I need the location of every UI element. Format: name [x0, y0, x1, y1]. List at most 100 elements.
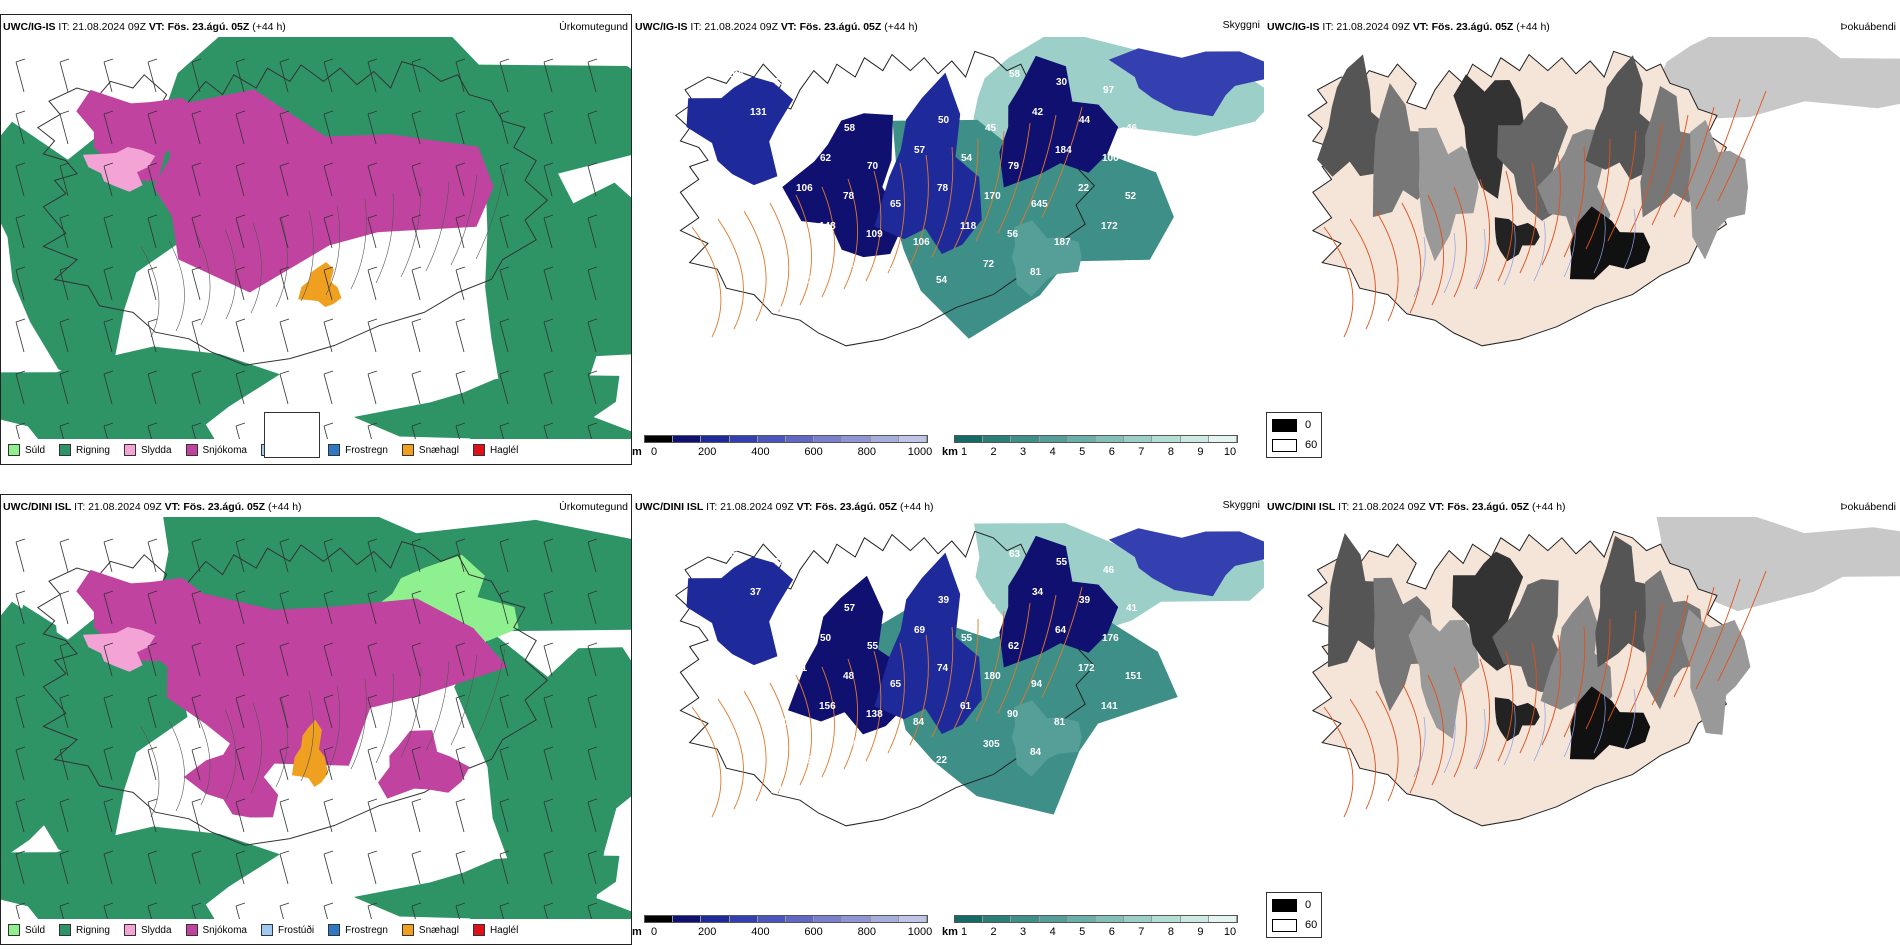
- colorbar-cell: [701, 916, 730, 922]
- cloud-label: 78: [843, 191, 855, 202]
- cloud-label: 45: [985, 123, 997, 134]
- colorbar-cell: [1152, 916, 1181, 922]
- param-title: Úrkomutegund: [428, 18, 628, 36]
- cloud-label: 90: [772, 237, 784, 248]
- cloud-label: 176: [1102, 633, 1119, 644]
- cloud-label: 141: [1101, 701, 1118, 712]
- colorbar-cell: [814, 916, 843, 922]
- cloud-label: 160: [795, 275, 812, 286]
- param-title: Þokuábendi: [1696, 18, 1896, 36]
- colorbar-tick: 4: [1049, 926, 1056, 938]
- colorbar-unit: km: [942, 446, 958, 458]
- colorbar-cell: [786, 436, 815, 442]
- legend-item: Haglél: [472, 444, 518, 456]
- colorbar-cell: [1124, 436, 1153, 442]
- cloud-label: 32: [773, 625, 785, 636]
- visibility-colorbar: km 1 2 3 4 5 6 7 8 9 10: [942, 435, 1248, 461]
- cloud-label: 57: [914, 145, 926, 156]
- cloud-label: 65: [727, 549, 739, 560]
- colorbar-cell: [786, 916, 815, 922]
- model-name: UWC/IG-IS: [3, 21, 56, 33]
- cloud-visibility-map: 105 65 76 65 85 92 58 30 97 131 90 58 52 50 45 42 44 46 89…: [675, 37, 1264, 347]
- colorbar-tick: 600: [804, 446, 823, 458]
- cloud-label: 61: [960, 701, 972, 712]
- valid-time: VT: Fös. 23.ágú. 05Z: [796, 501, 898, 513]
- visibility-colorbar: km 1 2 3 4 5 6 7 8 9 10: [942, 915, 1248, 941]
- cloud-label: 84: [913, 717, 925, 728]
- colorbar-cell: [1011, 436, 1040, 442]
- cloud-label: 106: [796, 183, 813, 194]
- colorbar-cell: [983, 436, 1012, 442]
- cloud-label: 55: [961, 633, 973, 644]
- colorbar-cell: [870, 916, 899, 922]
- cloud-label: 22: [936, 755, 948, 766]
- cloud-label: 50: [820, 633, 832, 644]
- colorbar-tick: 800: [857, 926, 876, 938]
- legend-label: Snjókoma: [202, 924, 247, 936]
- cloud-label: 143: [749, 199, 766, 210]
- precip-legend: Súld Rigning Slydda Snjókoma Frostúði Frostre…: [8, 924, 518, 936]
- colorbar-cell: [955, 436, 984, 442]
- fog-label: 60: [1305, 919, 1318, 931]
- cloud-label: 244: [771, 785, 788, 796]
- precip-frame: [0, 14, 632, 465]
- colorbar-tick: 200: [698, 926, 717, 938]
- panel-header: UWC/IG-IS IT: 21.08.2024 09Z VT: Fös. 23…: [635, 18, 1264, 36]
- lead-time: (+44 h): [252, 21, 286, 33]
- legend-item: Frostúði: [260, 924, 314, 936]
- cloud-label: 109: [866, 229, 883, 240]
- valid-time: VT: Fös. 23.ágú. 05Z: [148, 21, 250, 33]
- fog-label: 0: [1305, 899, 1312, 911]
- cloud-label: 89: [773, 145, 785, 156]
- cloud-label: 172: [1078, 663, 1095, 674]
- cloud-panel-2: UWC/DINI ISL IT: 21.08.2024 09Z VT: Fös.…: [632, 490, 1264, 945]
- legend-swatch: [123, 924, 136, 936]
- colorbar-cell: [1011, 916, 1040, 922]
- cloud-label: 81: [1054, 717, 1066, 728]
- cloud-label: 92: [962, 85, 974, 96]
- cloud-label: 56: [1007, 229, 1019, 240]
- panel-header: UWC/IG-IS IT: 21.08.2024 09Z VT: Fös. 23…: [1267, 18, 1900, 36]
- fog-swatch: [1272, 419, 1297, 432]
- cloud-label: 46: [1103, 565, 1115, 576]
- colorbar-unit: m: [632, 446, 642, 458]
- cloud-label: 65: [890, 199, 902, 210]
- colorbar-cell: [645, 916, 674, 922]
- cloud-label: 52: [1125, 191, 1137, 202]
- panel-header: UWC/DINI ISL IT: 21.08.2024 09Z VT: Fös.…: [635, 498, 1264, 516]
- legend-swatch: [472, 444, 485, 456]
- colorbar-tick: 1: [960, 926, 968, 938]
- legend-swatch: [260, 924, 273, 936]
- fog-legend-2: 0 60: [1266, 892, 1322, 938]
- cloud-label: 94: [1031, 679, 1043, 690]
- precip-type-panel-1: UWC/IG-IS IT: 21.08.2024 09Z VT: Fös. 23…: [0, 10, 632, 465]
- legend-item: Haglél: [472, 924, 518, 936]
- cloud-label: 58: [1009, 69, 1021, 80]
- colorbar-cell: [842, 916, 871, 922]
- model-name: UWC/DINI ISL: [1267, 501, 1336, 513]
- colorbar-tick: 0: [650, 926, 658, 938]
- colorbar-tick: 0: [650, 446, 658, 458]
- cloud-label: 54: [936, 275, 948, 286]
- cloud-label: 63: [1009, 549, 1021, 560]
- init-time: IT: 21.08.2024 09Z: [74, 501, 162, 513]
- cloud-label: 57: [844, 603, 856, 614]
- legend-item: Snæhagl: [401, 924, 459, 936]
- legend-item: Snæhagl: [401, 444, 459, 456]
- colorbar-tick: 8: [1167, 926, 1174, 938]
- cloud-label: 41: [797, 595, 809, 606]
- cloud-label: 76: [821, 85, 833, 96]
- colorbar-tick: 8: [1167, 446, 1174, 458]
- param-title: Úrkomutegund: [428, 498, 628, 516]
- cloud-label: 39: [938, 595, 950, 606]
- init-time: IT: 21.08.2024 09Z: [706, 501, 794, 513]
- cloud-label: 55: [1056, 557, 1068, 568]
- legend-label: Súld: [25, 444, 46, 456]
- colorbar-tick: 2: [990, 446, 997, 458]
- colorbar-tick: 400: [751, 446, 770, 458]
- fog-panel-2: UWC/DINI ISL IT: 21.08.2024 09Z VT: Fös.…: [1264, 490, 1900, 945]
- colorbar-tick: 800: [857, 446, 876, 458]
- fog-index-map: [1307, 517, 1900, 827]
- legend-swatch: [185, 924, 198, 936]
- colorbar-tick: 200: [698, 446, 717, 458]
